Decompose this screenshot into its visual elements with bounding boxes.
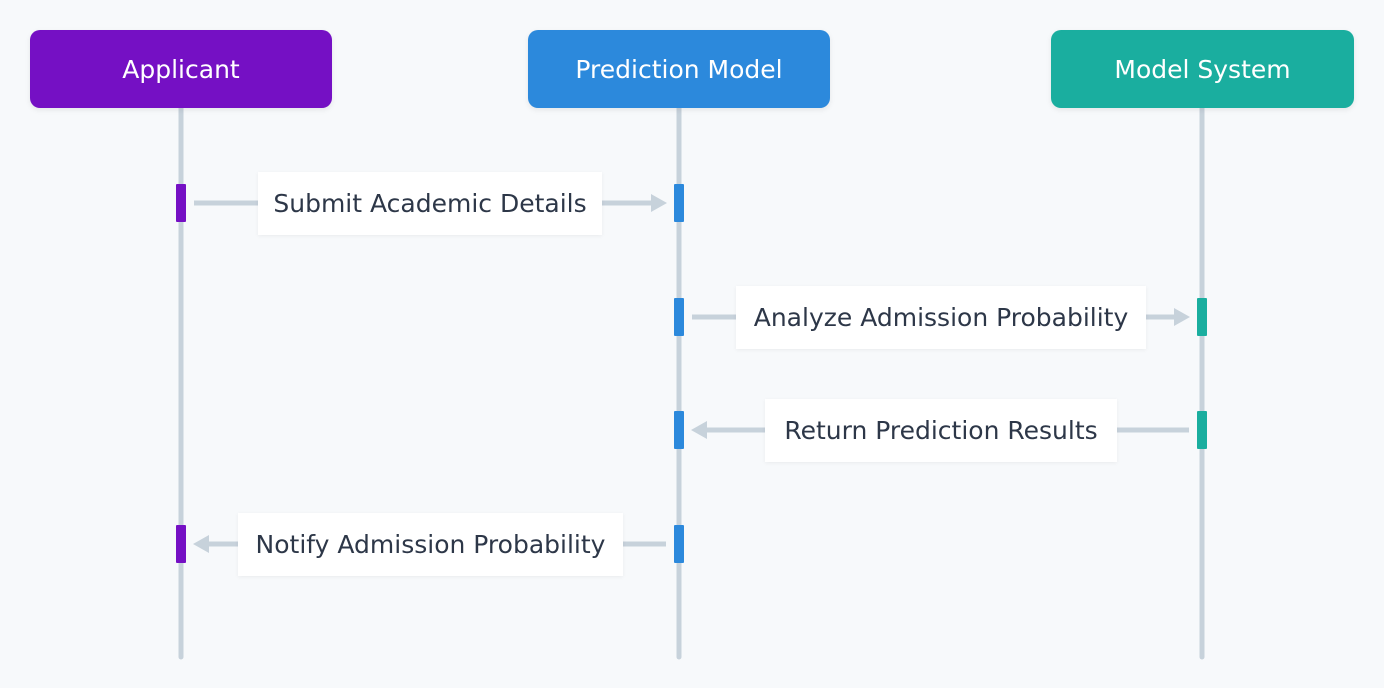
activation-bar [1197, 411, 1207, 449]
activation-bar [1197, 298, 1207, 336]
arrowhead-icon [651, 194, 667, 212]
actor-label: Model System [1114, 54, 1291, 84]
arrowhead-icon [193, 535, 209, 553]
actor-model-system[interactable]: Model System [1051, 30, 1354, 108]
activation-bar [674, 298, 684, 336]
message-label-notify-admission-probability[interactable]: Notify Admission Probability [238, 513, 623, 576]
arrowhead-icon [1174, 308, 1190, 326]
arrowhead-icon [691, 421, 707, 439]
activation-bar [674, 184, 684, 222]
message-label-analyze-admission-probability[interactable]: Analyze Admission Probability [736, 286, 1146, 349]
activation-bar [176, 184, 186, 222]
activation-bar [674, 525, 684, 563]
actor-label: Prediction Model [575, 54, 783, 84]
actor-label: Applicant [122, 54, 240, 84]
message-label-return-prediction-results[interactable]: Return Prediction Results [765, 399, 1117, 462]
actor-prediction-model[interactable]: Prediction Model [528, 30, 830, 108]
message-label-submit-academic-details[interactable]: Submit Academic Details [258, 172, 602, 235]
actor-applicant[interactable]: Applicant [30, 30, 332, 108]
activation-bar [176, 525, 186, 563]
activation-bar [674, 411, 684, 449]
